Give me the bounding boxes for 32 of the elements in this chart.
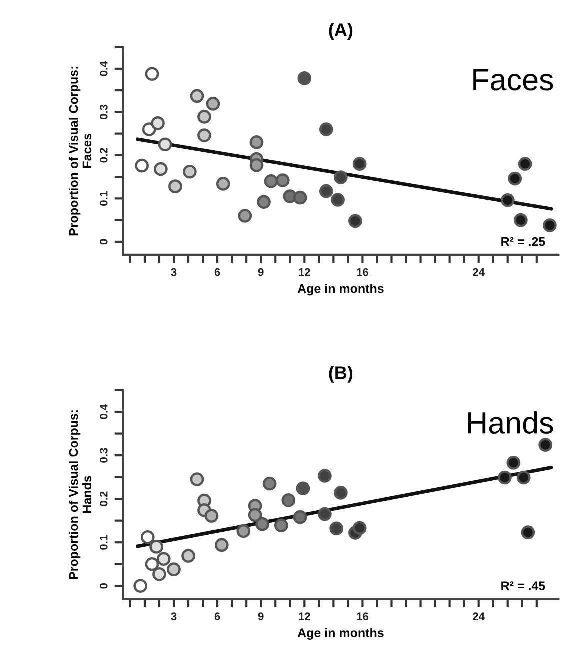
y-tick-label: 0 (100, 239, 108, 245)
x-tick-label: 3 (171, 268, 177, 276)
y-axis-title: Proportion of Visual Corpus: Faces (68, 67, 92, 236)
y-tick-label: 0 (100, 583, 108, 589)
x-axis-title: Age in months (298, 284, 384, 296)
y-tick-label: 0.2 (100, 148, 108, 163)
chart-title: (A) (329, 23, 353, 40)
annotation: R² = .25 (502, 237, 546, 246)
chart-title: (B) (329, 366, 353, 383)
x-tick-label: 3 (171, 612, 177, 621)
y-tick-label: 0.1 (100, 191, 108, 206)
x-tick-label: 6 (214, 268, 220, 276)
x-tick-label: 24 (473, 268, 485, 276)
x-tick-label: 16 (357, 612, 368, 621)
annotation: Hands (468, 412, 554, 434)
x-tick-label: 12 (299, 268, 310, 276)
x-tick-label: 9 (258, 612, 264, 621)
y-tick-label: 0.4 (100, 404, 108, 420)
x-axis-title: Age in months (298, 628, 384, 640)
annotation: Faces (474, 69, 554, 91)
annotation: R² = .45 (502, 582, 546, 590)
y-tick-label: 0.4 (100, 61, 108, 76)
y-tick-label: 0.3 (100, 104, 108, 120)
y-tick-label: 0.3 (100, 448, 108, 463)
y-tick-label: 0.2 (100, 492, 108, 506)
x-tick-label: 24 (473, 612, 485, 620)
x-tick-label: 6 (214, 612, 220, 621)
x-tick-label: 16 (357, 268, 368, 276)
y-tick-label: 0.1 (100, 535, 108, 550)
x-tick-label: 9 (258, 268, 264, 276)
y-axis-title: Proportion of Visual Corpus: Hands (68, 410, 92, 580)
x-tick-label: 12 (299, 612, 310, 620)
